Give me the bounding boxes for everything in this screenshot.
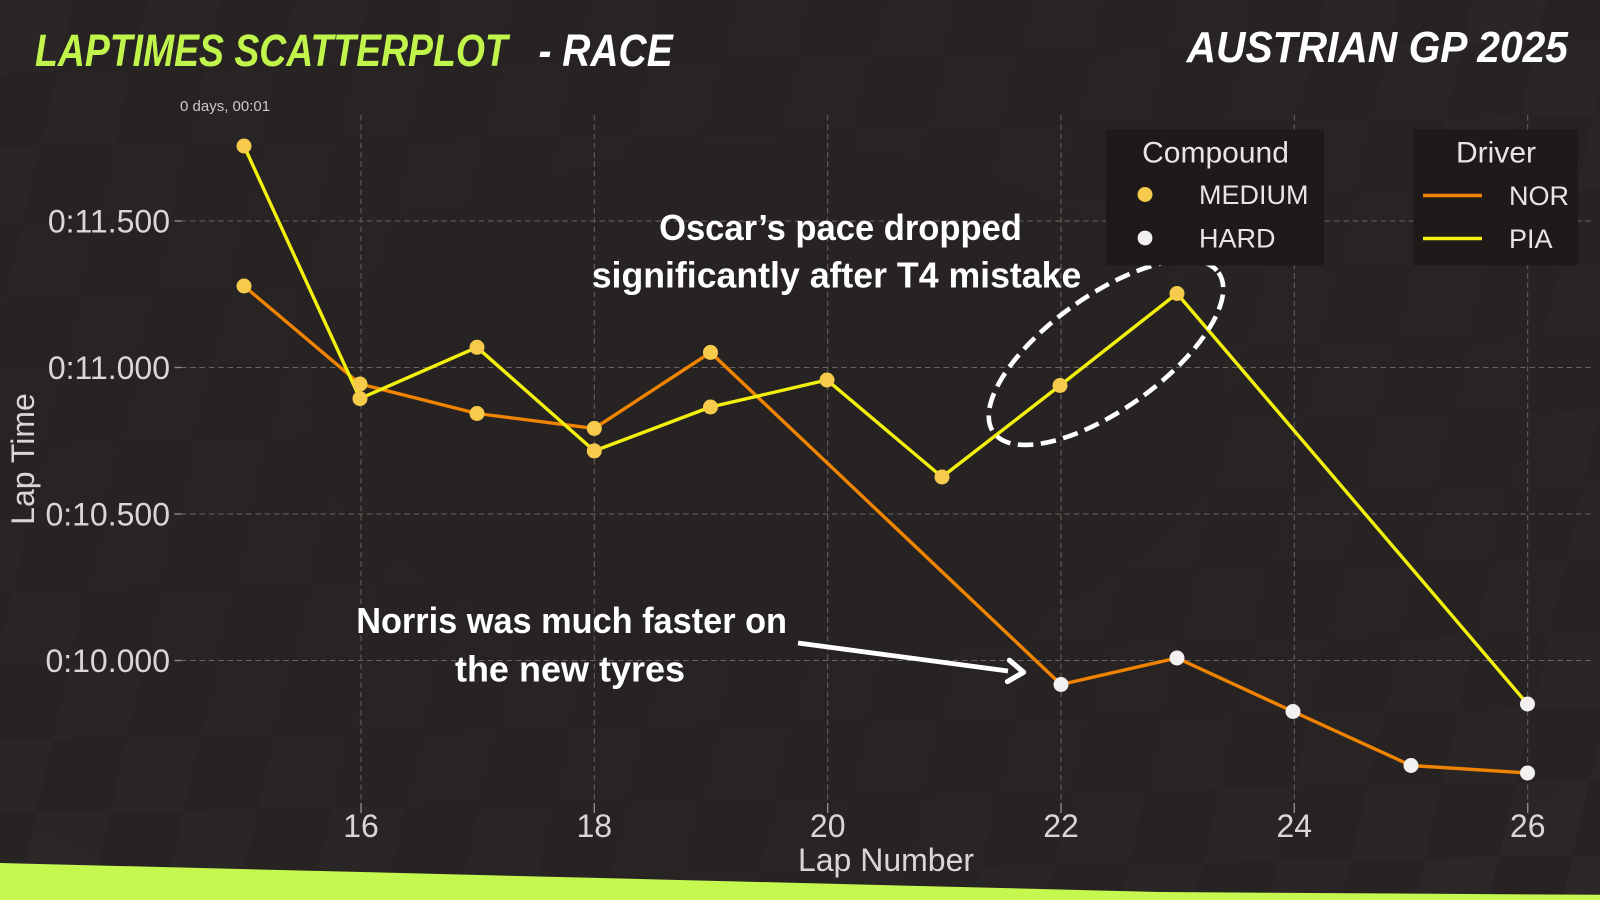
svg-text:0:10.500: 0:10.500 (45, 497, 170, 533)
svg-text:AUSTRIAN GP 2025: AUSTRIAN GP 2025 (1186, 23, 1570, 72)
svg-text:24: 24 (1277, 808, 1313, 844)
svg-text:16: 16 (343, 808, 379, 844)
svg-text:0:11.000: 0:11.000 (48, 350, 170, 386)
svg-text:Lap Number: Lap Number (798, 842, 974, 878)
svg-text:- RACE: - RACE (539, 25, 675, 75)
svg-text:MEDIUM: MEDIUM (1199, 180, 1309, 210)
svg-text:Compound: Compound (1142, 137, 1289, 170)
svg-text:Driver: Driver (1456, 137, 1536, 170)
svg-text:0 days, 00:01: 0 days, 00:01 (180, 98, 270, 115)
svg-text:the new tyres: the new tyres (455, 649, 685, 690)
svg-text:Oscar’s pace dropped: Oscar’s pace dropped (659, 208, 1022, 248)
svg-text:Lap Time: Lap Time (5, 393, 41, 525)
svg-text:26: 26 (1510, 808, 1546, 844)
svg-text:22: 22 (1043, 808, 1079, 844)
svg-text:0:10.000: 0:10.000 (45, 643, 170, 679)
svg-text:HARD: HARD (1199, 224, 1276, 254)
svg-text:Norris was much faster on: Norris was much faster on (356, 601, 787, 641)
svg-text:20: 20 (810, 808, 846, 844)
svg-text:18: 18 (577, 808, 613, 844)
svg-text:0:11.500: 0:11.500 (48, 204, 170, 240)
svg-text:PIA: PIA (1509, 224, 1553, 254)
svg-text:LAPTIMES SCATTERPLOT: LAPTIMES SCATTERPLOT (35, 26, 511, 76)
svg-text:significantly after T4 mistake: significantly after T4 mistake (592, 255, 1082, 295)
svg-text:NOR: NOR (1509, 181, 1569, 211)
